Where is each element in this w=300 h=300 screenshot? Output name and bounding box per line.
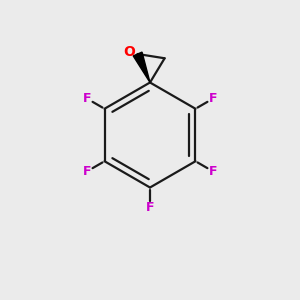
Text: F: F	[146, 201, 154, 214]
Text: F: F	[209, 92, 218, 105]
Text: O: O	[123, 45, 135, 58]
Text: F: F	[82, 92, 91, 105]
Text: F: F	[209, 165, 218, 178]
Polygon shape	[133, 52, 150, 82]
Text: F: F	[82, 165, 91, 178]
